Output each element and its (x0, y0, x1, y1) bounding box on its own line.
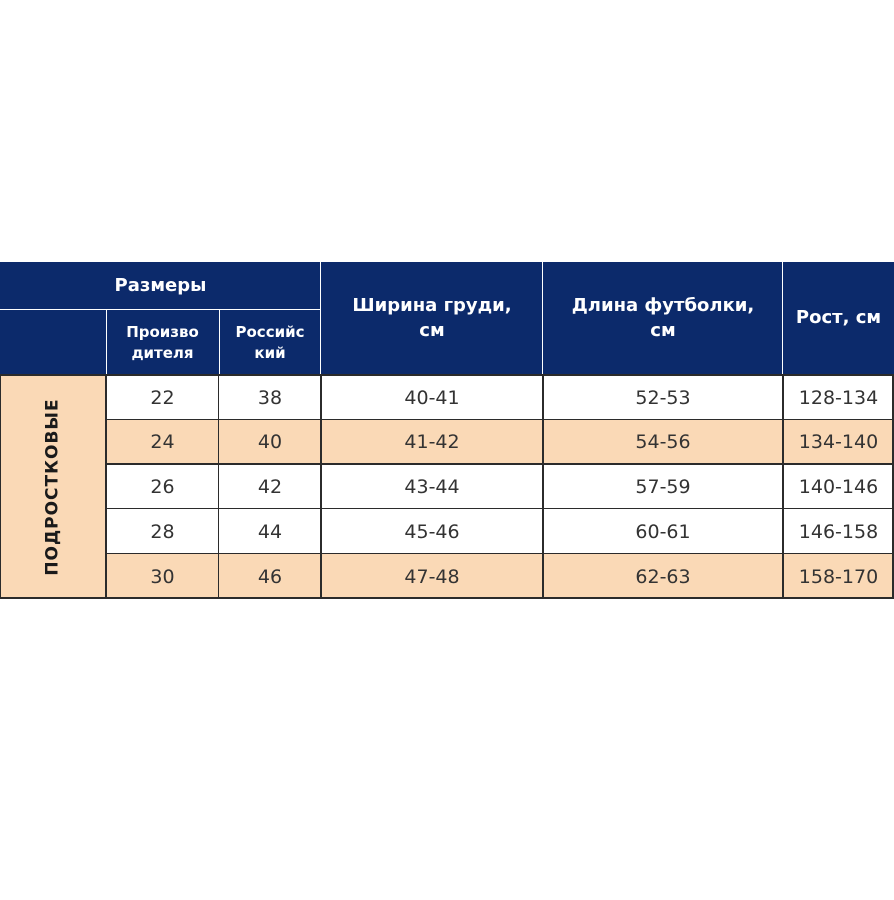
header-divider (106, 310, 107, 375)
grid-line (892, 375, 894, 599)
header-height: Рост, см (783, 262, 894, 375)
table-row-cell: 30 (106, 554, 219, 599)
table-row-cell: 43-44 (321, 464, 543, 509)
header-russian: Российс кий (219, 310, 321, 375)
table-row-cell: 60-61 (543, 509, 783, 554)
table-row-cell: 140-146 (783, 464, 894, 509)
cell-russian: 38 (257, 386, 283, 409)
table-row-cell: 41-42 (321, 420, 543, 464)
size-chart-table: Размеры Произво дителя Российс кий Ширин… (0, 262, 894, 599)
table-row-cell: 134-140 (783, 420, 894, 464)
table-row-cell: 57-59 (543, 464, 783, 509)
table-row-cell: 24 (106, 420, 219, 464)
cell-length: 62-63 (635, 565, 691, 588)
table-row-cell: 158-170 (783, 554, 894, 599)
cell-height: 128-134 (798, 386, 879, 409)
header-russian-label: Российс кий (235, 323, 305, 362)
grid-line (0, 375, 1, 599)
category-label: ПОДРОСТКОВЫЕ (43, 398, 63, 576)
cell-length: 57-59 (635, 475, 691, 498)
header-sizes: Размеры (0, 262, 321, 310)
grid-line (106, 463, 894, 465)
table-row-cell: 46 (219, 554, 321, 599)
cell-height: 140-146 (798, 475, 879, 498)
header-divider (542, 262, 543, 375)
grid-line (0, 374, 894, 376)
grid-line (106, 419, 894, 420)
cell-russian: 44 (257, 520, 283, 543)
grid-line (320, 375, 322, 599)
table-row-cell: 26 (106, 464, 219, 509)
table-row-cell: 128-134 (783, 375, 894, 420)
table-row-cell: 22 (106, 375, 219, 420)
grid-line (106, 508, 894, 509)
table-row-cell: 47-48 (321, 554, 543, 599)
grid-line (0, 597, 894, 599)
table-row-cell: 146-158 (783, 509, 894, 554)
cell-chest: 43-44 (404, 475, 460, 498)
grid-line (218, 375, 219, 599)
table-row-cell: 44 (219, 509, 321, 554)
header-empty-cell (0, 310, 106, 375)
cell-manufacturer: 26 (150, 475, 175, 498)
cell-length: 52-53 (635, 386, 691, 409)
cell-height: 134-140 (798, 431, 879, 453)
cell-length: 54-56 (635, 431, 691, 453)
grid-line (106, 553, 894, 554)
grid-line (105, 375, 107, 599)
cell-manufacturer: 24 (150, 431, 175, 453)
table-row-cell: 40-41 (321, 375, 543, 420)
category-label-cell: ПОДРОСТКОВЫЕ (0, 375, 106, 599)
cell-height: 146-158 (798, 520, 879, 543)
cell-height: 158-170 (798, 565, 879, 588)
header-shirt-length-label: Длина футболки, см (571, 295, 755, 341)
header-chest-width-label: Ширина груди, см (352, 295, 512, 341)
header-divider (0, 309, 321, 310)
grid-line (782, 375, 784, 599)
header-manufacturer-label: Произво дителя (126, 323, 199, 362)
cell-russian: 40 (257, 431, 283, 453)
cell-chest: 40-41 (404, 386, 460, 409)
header-shirt-length: Длина футболки, см (543, 262, 783, 375)
cell-russian: 42 (257, 475, 283, 498)
cell-chest: 45-46 (404, 520, 460, 543)
cell-chest: 47-48 (404, 565, 460, 588)
table-row-cell: 28 (106, 509, 219, 554)
cell-manufacturer: 28 (150, 520, 175, 543)
table-row-cell: 45-46 (321, 509, 543, 554)
table-row-cell: 52-53 (543, 375, 783, 420)
header-chest-width: Ширина груди, см (321, 262, 543, 375)
header-height-label: Рост, см (795, 307, 882, 329)
grid-line (542, 375, 544, 599)
cell-chest: 41-42 (404, 431, 460, 453)
header-divider (320, 262, 321, 375)
table-row-cell: 38 (219, 375, 321, 420)
header-divider (782, 262, 783, 375)
header-divider (219, 310, 220, 375)
table-row-cell: 54-56 (543, 420, 783, 464)
table-row-cell: 62-63 (543, 554, 783, 599)
cell-russian: 46 (257, 565, 283, 588)
header-manufacturer: Произво дителя (106, 310, 219, 375)
cell-manufacturer: 30 (150, 565, 175, 588)
header-sizes-label: Размеры (114, 274, 207, 296)
cell-length: 60-61 (635, 520, 691, 543)
cell-manufacturer: 22 (150, 386, 175, 409)
table-row-cell: 42 (219, 464, 321, 509)
table-row-cell: 40 (219, 420, 321, 464)
